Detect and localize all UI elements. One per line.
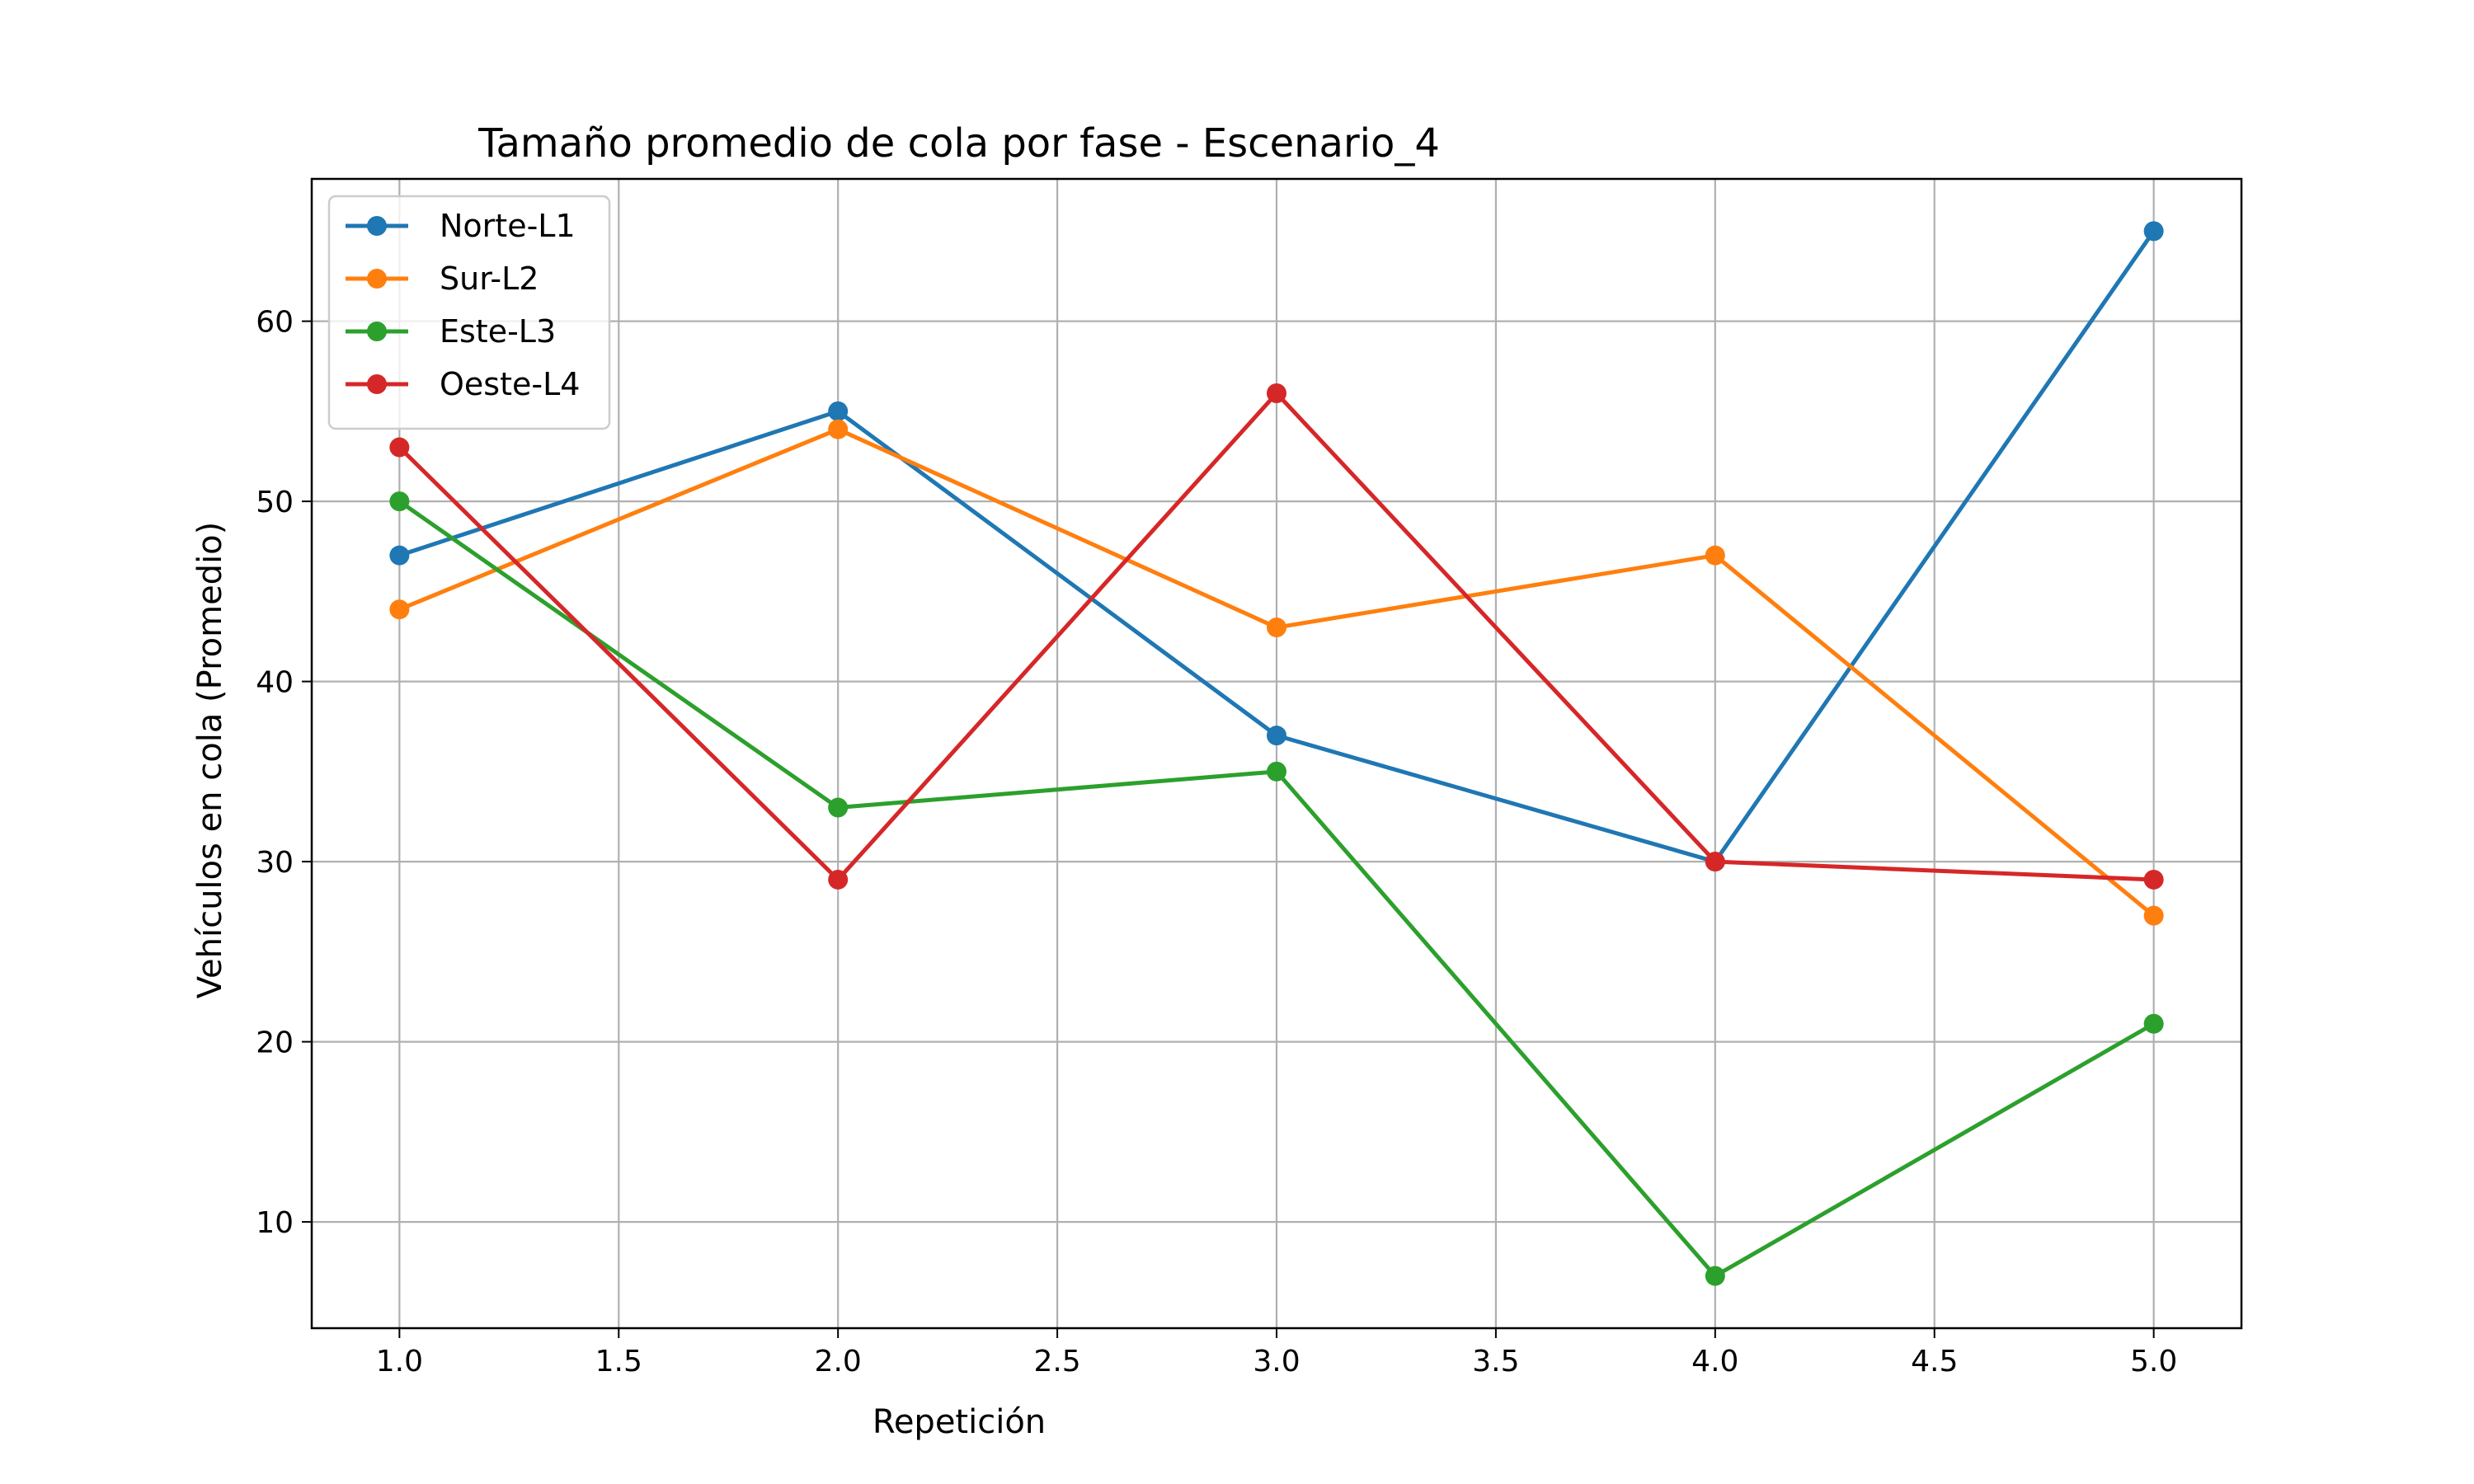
y-axis-label: Vehículos en cola (Promedio) — [191, 522, 229, 999]
legend-item: Sur-L2 — [346, 261, 539, 297]
x-axis-label: Repetición — [872, 1403, 1046, 1441]
legend-marker — [367, 269, 387, 289]
data-point — [389, 545, 410, 566]
legend: Norte-L1 Sur-L2 Este-L3 Oeste-L4 — [327, 195, 611, 430]
data-point — [828, 797, 849, 818]
data-point — [2143, 221, 2164, 242]
data-point — [2143, 869, 2164, 890]
x-tick-label: 4.5 — [1911, 1345, 1958, 1378]
y-tick-label: 50 — [256, 486, 294, 519]
x-tick-label: 2.5 — [1033, 1345, 1080, 1378]
series-oeste-l4 — [389, 383, 2164, 890]
series-este-l3 — [389, 491, 2164, 1286]
legend-label: Este-L3 — [440, 313, 556, 350]
legend-label: Norte-L1 — [440, 208, 576, 244]
x-tick-label: 2.0 — [815, 1345, 862, 1378]
legend-label: Sur-L2 — [440, 261, 539, 297]
y-axis-ticks: 10 20 30 40 50 60 — [256, 306, 312, 1240]
y-tick-label: 30 — [256, 846, 294, 880]
series-lines — [389, 221, 2164, 1286]
data-point — [1705, 1266, 1725, 1286]
data-point — [1705, 852, 1725, 872]
x-tick-label: 3.0 — [1253, 1345, 1300, 1378]
x-tick-label: 3.5 — [1472, 1345, 1519, 1378]
x-tick-label: 1.0 — [376, 1345, 423, 1378]
data-point — [828, 419, 849, 439]
x-tick-label: 1.5 — [595, 1345, 642, 1378]
legend-label: Oeste-L4 — [440, 366, 580, 402]
x-axis-ticks: 1.0 1.5 2.0 2.5 3.0 3.5 4.0 4.5 5.0 — [376, 1328, 2177, 1378]
x-tick-label: 4.0 — [1691, 1345, 1738, 1378]
series-norte-l1 — [389, 221, 2164, 872]
data-point — [1267, 761, 1286, 782]
legend-marker — [367, 216, 387, 236]
legend-box — [327, 195, 611, 430]
data-point — [1267, 726, 1286, 746]
legend-item: Norte-L1 — [346, 208, 576, 244]
y-tick-label: 40 — [256, 666, 294, 700]
legend-marker — [367, 374, 387, 394]
data-point — [1267, 383, 1286, 404]
y-tick-label: 10 — [256, 1206, 294, 1240]
y-tick-label: 60 — [256, 306, 294, 340]
legend-item: Oeste-L4 — [346, 366, 580, 402]
series-sur-l2 — [389, 419, 2164, 926]
grid-lines — [312, 179, 2241, 1328]
data-point — [389, 491, 410, 512]
data-point — [2143, 905, 2164, 926]
legend-marker — [367, 322, 387, 341]
data-point — [389, 437, 410, 458]
data-point — [1705, 545, 1725, 566]
data-point — [2143, 1013, 2164, 1034]
data-point — [828, 401, 849, 421]
y-tick-label: 20 — [256, 1026, 294, 1060]
legend-item: Este-L3 — [346, 313, 556, 350]
data-point — [828, 869, 849, 890]
x-tick-label: 5.0 — [2130, 1345, 2177, 1378]
data-point — [1267, 618, 1286, 638]
chart-title: Tamaño promedio de cola por fase - Escen… — [477, 120, 1440, 167]
data-point — [389, 599, 410, 620]
